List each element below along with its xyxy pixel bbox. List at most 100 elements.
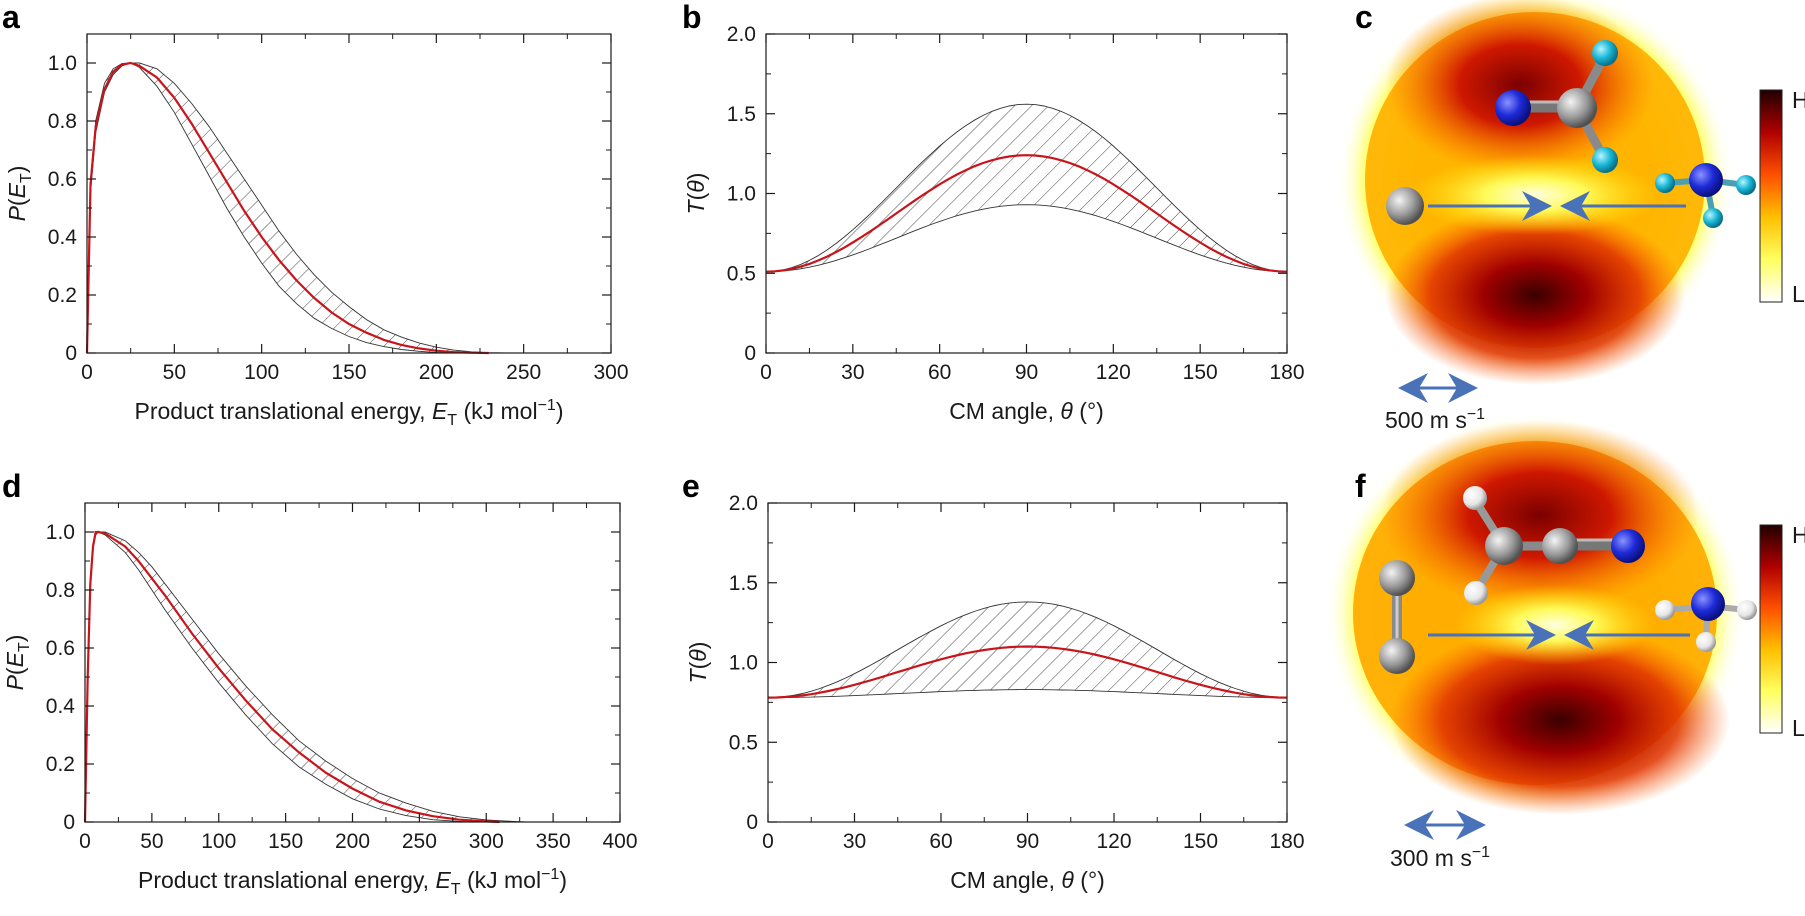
hydrogen-atom	[1592, 40, 1618, 66]
error-band-a	[87, 63, 507, 353]
y-tick-label-a: 0.8	[48, 110, 77, 133]
map-c-center-band	[1410, 155, 1660, 235]
best-fit-line-d	[83, 530, 500, 824]
x-tick-label-b: 0	[760, 361, 772, 384]
best-fit-line-a	[85, 61, 489, 355]
x-axis-title-b: CM angle, θ (°)	[949, 398, 1104, 424]
x-tick-label-a: 0	[81, 361, 93, 384]
lower-bound-line-e	[768, 689, 1287, 699]
x-tick-label-b: 60	[928, 361, 951, 384]
x-tick-label-b: 180	[1269, 361, 1304, 384]
x-tick-label-e: 120	[1096, 830, 1131, 853]
x-axis-title-d: Product translational energy, ET (kJ mol…	[138, 866, 567, 898]
error-band-d	[85, 532, 527, 822]
y-axis-title-b: T(θ)	[683, 173, 709, 215]
colorbar-c-gradient	[1759, 89, 1783, 303]
panel-letter-e: e	[682, 468, 700, 504]
scale-bar-c: 500 m s−1	[1385, 373, 1485, 433]
y-tick-label-e: 2.0	[729, 492, 758, 515]
x-tick-label-a: 300	[593, 361, 628, 384]
chart-b-angular-distribution: 0 30 60 90 120 150 180 0 0.5 1.0 1.5 2.0 CM angle, θ…	[683, 23, 1305, 424]
reactant-c-right	[1655, 163, 1756, 228]
x-tick-label-b: 120	[1096, 361, 1131, 384]
hydrogen-atom	[1592, 147, 1618, 173]
map-f-forward-lobe	[1380, 420, 1700, 610]
molecule-c-product	[1495, 40, 1618, 173]
hydrogen-atom	[1463, 486, 1487, 510]
carbon-atom	[1542, 528, 1578, 564]
reactant-c-left	[1386, 187, 1424, 225]
x-tick-label-d: 200	[335, 830, 370, 853]
carbon-atom	[1386, 187, 1424, 225]
x-tick-label-d: 300	[469, 830, 504, 853]
chart-d-translational-energy: 0 50 100 150 200 250 300 350 400 0 0.2 0.4 0.6 0.8 1.0…	[2, 502, 638, 898]
y-tick-label-e: 1.5	[729, 572, 758, 595]
x-tick-label-d: 400	[602, 830, 637, 853]
hydrogen-atom	[1655, 173, 1675, 193]
x-tick-label-e: 180	[1269, 830, 1304, 853]
x-tick-label-b: 90	[1015, 361, 1038, 384]
colorbar-c-low-label: L	[1792, 281, 1805, 307]
lower-bound-line-a	[86, 62, 472, 354]
scale-bar-f: 300 m s−1	[1390, 810, 1490, 871]
plot-frame-d	[84, 502, 621, 823]
y-tick-label-d: 0	[63, 811, 75, 834]
chart-e-angular-distribution: 0 30 60 90 120 150 180 0 0.5 1.0 1.5 2.0 CM angle, θ…	[685, 492, 1305, 893]
molecule-f-product	[1463, 486, 1645, 605]
carbon-atom	[1379, 638, 1415, 674]
y-tick-label-b: 0.5	[727, 262, 756, 285]
panel-letter-a: a	[2, 0, 20, 35]
y-tick-label-e: 0	[746, 811, 758, 834]
hydrogen-atom	[1703, 208, 1723, 228]
y-tick-label-b: 0	[744, 342, 756, 365]
y-tick-label-a: 1.0	[48, 52, 77, 75]
y-tick-label-a: 0.6	[48, 168, 77, 191]
x-tick-label-a: 150	[331, 361, 366, 384]
colorbar-c-high-label: H	[1792, 87, 1805, 113]
map-c-backward-lobe	[1385, 205, 1685, 385]
y-tick-label-d: 0.2	[46, 753, 75, 776]
reactant-f-right	[1655, 587, 1757, 652]
nitrogen-atom	[1691, 587, 1725, 621]
x-tick-label-d: 100	[201, 830, 236, 853]
upper-bound-line-b	[765, 103, 1288, 273]
map-c-forward-lobe	[1385, 0, 1655, 175]
panel-letter-f: f	[1355, 468, 1366, 504]
x-axis-title-e: CM angle, θ (°)	[950, 867, 1105, 893]
x-tick-label-a: 250	[506, 361, 541, 384]
hydrogen-atom	[1696, 632, 1716, 652]
y-tick-label-b: 2.0	[727, 23, 756, 46]
hydrogen-atom	[1736, 175, 1756, 195]
chart-a-translational-energy: 0 50 100 150 200 250 300 0 0.2 0.4 0.6 0.8 1.0 Produc…	[4, 33, 629, 429]
x-tick-label-a: 50	[163, 361, 186, 384]
y-tick-label-a: 0.2	[48, 284, 77, 307]
hydrogen-atom	[1655, 600, 1675, 620]
scale-bar-f-label: 300 m s−1	[1390, 844, 1490, 871]
y-tick-label-d: 0.6	[46, 637, 75, 660]
error-band-e	[768, 601, 1287, 698]
hydrogen-atom	[1737, 600, 1757, 620]
best-fit-line-b	[765, 154, 1288, 273]
nitrogen-atom	[1689, 163, 1723, 197]
y-axis-title-a: P(ET)	[4, 166, 35, 222]
y-axis-title-d: P(ET)	[2, 635, 33, 691]
upper-bound-line-e	[767, 601, 1288, 699]
nitrogen-atom	[1495, 90, 1531, 126]
x-tick-label-d: 150	[268, 830, 303, 853]
y-tick-label-e: 1.0	[729, 652, 758, 675]
y-tick-label-e: 0.5	[729, 731, 758, 754]
carbon-atom	[1557, 88, 1597, 128]
y-axis-title-e: T(θ)	[685, 642, 711, 684]
x-axis-title-a: Product translational energy, ET (kJ mol…	[134, 397, 563, 429]
panel-letter-c: c	[1355, 0, 1373, 35]
x-tick-label-d: 250	[402, 830, 437, 853]
lower-bound-line-b	[765, 204, 1288, 273]
x-tick-label-e: 0	[762, 830, 774, 853]
hydrogen-atom	[1464, 581, 1488, 605]
error-band-b	[766, 104, 1287, 272]
colorbar-c: H L	[1759, 87, 1805, 307]
x-tick-label-b: 150	[1183, 361, 1218, 384]
x-tick-label-a: 200	[419, 361, 454, 384]
reactant-f-left	[1379, 560, 1415, 674]
